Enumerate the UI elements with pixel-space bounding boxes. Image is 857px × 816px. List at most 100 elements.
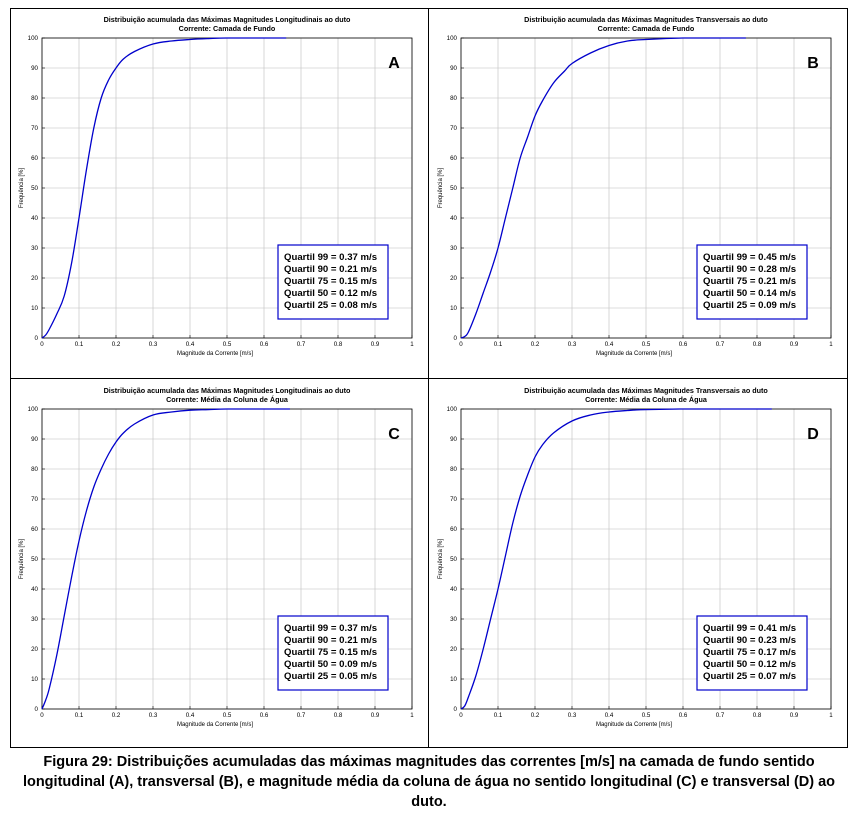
x-tick-label: 1 [410, 712, 414, 719]
y-tick-label: 100 [28, 406, 39, 413]
x-tick-label: 0.6 [260, 341, 269, 348]
x-tick-label: 0.2 [112, 712, 121, 719]
chart-subtitle: Corrente: Média da Coluna de Água [585, 395, 708, 404]
y-tick-label: 100 [28, 35, 39, 42]
y-tick-label: 30 [450, 616, 457, 623]
y-tick-label: 70 [31, 125, 38, 132]
quartile-label: Quartil 99 = 0.41 m/s [703, 623, 796, 634]
y-tick-label: 70 [450, 125, 457, 132]
cdf-curve [460, 37, 746, 339]
y-tick-label: 80 [31, 466, 38, 473]
y-tick-label: 100 [447, 406, 458, 413]
panel-letter: D [807, 426, 819, 443]
y-tick-label: 80 [450, 466, 457, 473]
y-tick-label: 50 [450, 185, 457, 192]
y-tick-label: 0 [35, 706, 39, 713]
chart-title: Distribuição acumulada das Máximas Magni… [104, 15, 351, 24]
y-tick-label: 90 [31, 436, 38, 443]
chart-svg-a: Distribuição acumulada das Máximas Magni… [19, 15, 414, 357]
quartile-label: Quartil 99 = 0.37 m/s [284, 623, 377, 634]
chart-panel-c: Distribuição acumulada das Máximas Magni… [10, 379, 428, 749]
x-tick-label: 0 [40, 341, 44, 348]
quartile-box [696, 615, 808, 691]
y-tick-label: 70 [450, 496, 457, 503]
y-tick-label: 100 [447, 35, 458, 42]
x-tick-label: 0.5 [223, 341, 232, 348]
chart-svg-d: Distribuição acumulada das Máximas Magni… [438, 386, 833, 728]
y-tick-label: 40 [31, 586, 38, 593]
chart-panel-d: Distribuição acumulada das Máximas Magni… [429, 379, 847, 749]
y-tick-label: 20 [31, 275, 38, 282]
y-tick-label: 50 [450, 556, 457, 563]
x-tick-label: 0.7 [716, 341, 725, 348]
quartile-label: Quartil 75 = 0.17 m/s [703, 647, 796, 658]
chart-subtitle: Corrente: Camada de Fundo [179, 24, 276, 33]
chart-title: Distribuição acumulada das Máximas Magni… [104, 386, 351, 395]
chart-subtitle: Corrente: Média da Coluna de Água [166, 395, 289, 404]
x-tick-label: 0.2 [531, 712, 540, 719]
y-axis-label: Frequência [%] [19, 538, 25, 579]
y-tick-label: 60 [31, 526, 38, 533]
y-tick-label: 50 [31, 185, 38, 192]
x-tick-label: 0.2 [112, 341, 121, 348]
panel-letter: B [807, 55, 819, 72]
x-tick-label: 0.7 [716, 712, 725, 719]
quartile-label: Quartil 50 = 0.12 m/s [284, 288, 377, 299]
x-tick-label: 0.6 [679, 341, 688, 348]
x-tick-label: 0.2 [531, 341, 540, 348]
y-tick-label: 80 [450, 95, 457, 102]
chart-panel-b: Distribuição acumulada das Máximas Magni… [429, 8, 847, 378]
x-tick-label: 0.7 [297, 341, 306, 348]
quartile-box [277, 615, 389, 691]
x-axis-label: Magnitude da Corrente [m/s] [596, 351, 672, 357]
quartile-label: Quartil 25 = 0.07 m/s [703, 671, 796, 682]
quartile-label: Quartil 50 = 0.14 m/s [703, 288, 796, 299]
quartile-label: Quartil 90 = 0.28 m/s [703, 264, 796, 275]
quartile-label: Quartil 25 = 0.09 m/s [703, 300, 796, 311]
y-tick-label: 20 [450, 646, 457, 653]
y-tick-label: 0 [35, 335, 39, 342]
y-tick-label: 30 [450, 245, 457, 252]
quartile-box [277, 244, 389, 320]
x-tick-label: 1 [829, 341, 833, 348]
x-axis-label: Magnitude da Corrente [m/s] [177, 351, 253, 357]
quartile-label: Quartil 90 = 0.23 m/s [703, 635, 796, 646]
x-tick-label: 0.7 [297, 712, 306, 719]
cdf-curve [460, 408, 772, 710]
y-tick-label: 60 [450, 526, 457, 533]
x-tick-label: 0.5 [642, 712, 651, 719]
y-tick-label: 40 [450, 215, 457, 222]
x-tick-label: 0.3 [568, 341, 577, 348]
figure-caption: Figura 29: Distribuições acumuladas das … [22, 754, 836, 810]
x-tick-label: 0.4 [186, 712, 195, 719]
chart-title: Distribuição acumulada das Máximas Magni… [524, 386, 768, 395]
x-tick-label: 0.9 [790, 712, 799, 719]
quartile-label: Quartil 50 = 0.12 m/s [703, 659, 796, 670]
x-tick-label: 1 [829, 712, 833, 719]
x-tick-label: 0.9 [790, 341, 799, 348]
x-tick-label: 0.3 [149, 712, 158, 719]
chart-svg-b: Distribuição acumulada das Máximas Magni… [438, 15, 833, 357]
y-axis-label: Frequência [%] [438, 538, 444, 579]
quartile-box [696, 244, 808, 320]
quartile-label: Quartil 25 = 0.05 m/s [284, 671, 377, 682]
y-tick-label: 10 [450, 305, 457, 312]
y-tick-label: 40 [450, 586, 457, 593]
x-tick-label: 0.6 [679, 712, 688, 719]
y-tick-label: 30 [31, 245, 38, 252]
y-tick-label: 60 [31, 155, 38, 162]
x-tick-label: 0.4 [605, 712, 614, 719]
quartile-label: Quartil 75 = 0.21 m/s [703, 276, 796, 287]
chart-subtitle: Corrente: Camada de Fundo [598, 24, 695, 33]
y-tick-label: 90 [31, 65, 38, 72]
x-tick-label: 0.6 [260, 712, 269, 719]
y-tick-label: 90 [450, 436, 457, 443]
x-tick-label: 0.8 [753, 712, 762, 719]
chart-panel-a: Distribuição acumulada das Máximas Magni… [10, 8, 428, 378]
x-tick-label: 0.4 [605, 341, 614, 348]
x-tick-label: 1 [410, 341, 414, 348]
y-tick-label: 0 [454, 335, 458, 342]
x-axis-label: Magnitude da Corrente [m/s] [596, 722, 672, 728]
y-tick-label: 30 [31, 616, 38, 623]
y-tick-label: 20 [450, 275, 457, 282]
